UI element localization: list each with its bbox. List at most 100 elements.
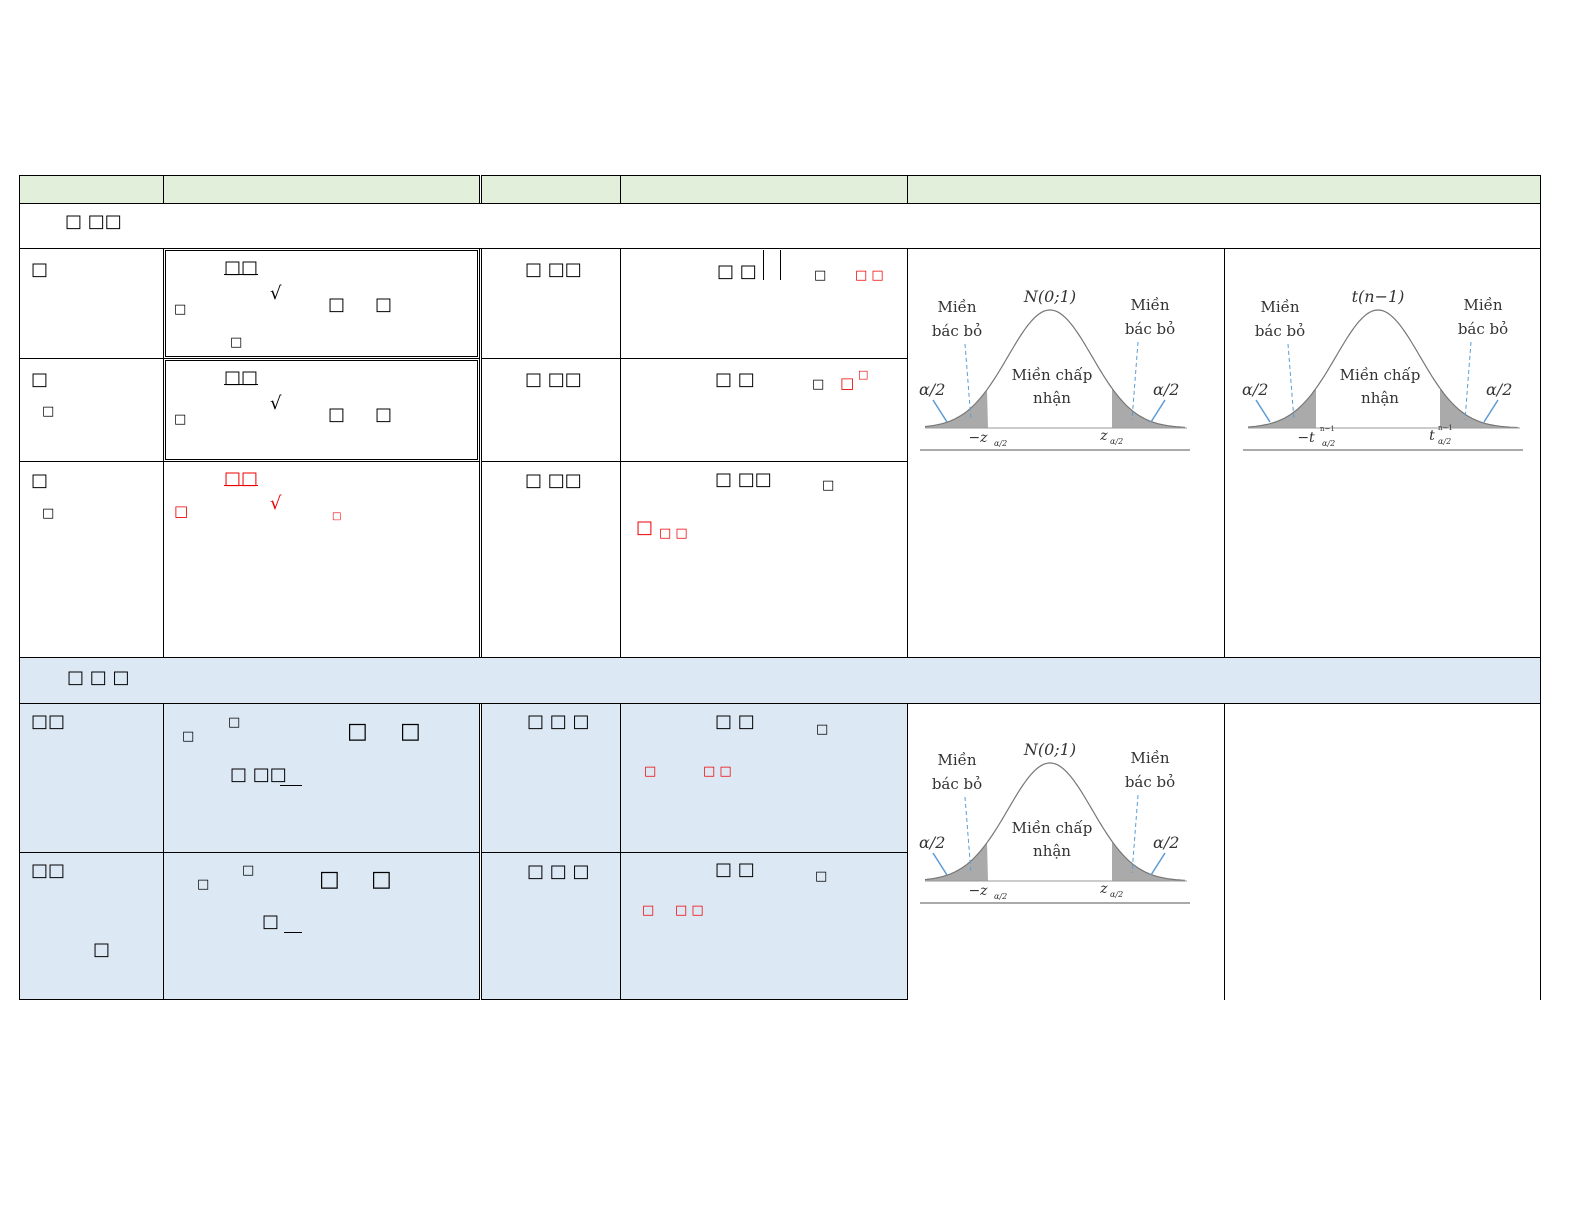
reject-label-right: bác bỏ (1125, 320, 1175, 338)
formula-symbol: □ (228, 715, 241, 730)
formula-fraction: □ (262, 911, 280, 932)
fraction-bar (284, 932, 302, 933)
row-4-col-1 (19, 703, 164, 853)
pointer-arrow (1150, 852, 1166, 876)
formula-symbol: □ (375, 404, 393, 425)
rejection-symbol: □ (812, 377, 825, 392)
pointer-arrow (1483, 399, 1499, 423)
reject-label-left: bác bỏ (932, 322, 982, 340)
abs-bar (763, 250, 764, 280)
row-5-col-1 (19, 852, 164, 1000)
formula-symbol: □ (174, 412, 187, 427)
rejection-symbol: □ (822, 478, 835, 493)
distribution-label: N(0;1) (1023, 287, 1076, 306)
row-1-col-4 (620, 248, 908, 359)
row-2-sublabel: □ (42, 404, 55, 419)
row-5-label: □□ (31, 860, 66, 881)
pointer-arrow (964, 796, 972, 874)
rejection-region: □ □□ (715, 469, 772, 490)
row-1-label: □ (31, 259, 49, 280)
row-5-col-4 (620, 852, 908, 1000)
reject-label-left: bác bỏ (1255, 322, 1305, 340)
density-curve (924, 762, 1186, 881)
reject-label-right: Miền (1130, 749, 1169, 767)
divider (1224, 703, 1225, 1000)
right-tail-area (1440, 388, 1518, 428)
density-curve (1247, 309, 1518, 429)
hypothesis: □ □□ (525, 369, 582, 390)
row-3-col-4 (620, 461, 908, 658)
formula-numerator: □□ (224, 367, 259, 388)
critical-value: □ (642, 903, 655, 918)
critical-right: z (1099, 428, 1108, 444)
rejection-region: □ □ (715, 859, 755, 880)
alpha-left: α/2 (1242, 380, 1268, 399)
critical-value: □ (840, 374, 855, 392)
sqrt-symbol: √ (270, 393, 282, 414)
row-4-col-2 (163, 703, 480, 853)
rejection-symbol: □ (816, 722, 829, 737)
rejection-symbol: □ (814, 268, 827, 283)
accept-label: nhận (1033, 389, 1071, 407)
critical-value: □ □ (675, 903, 704, 918)
pointer-arrow (1287, 343, 1295, 421)
critical-left: −t (1297, 430, 1315, 446)
row-3-sublabel: □ (42, 506, 55, 521)
critical-left-sup: n−1 (1320, 425, 1335, 433)
row-2-col-2 (163, 358, 480, 462)
critical-left-sub: α/2 (994, 439, 1007, 448)
critical-left-sub: α/2 (994, 892, 1007, 901)
accept-label: Miền chấp (1012, 819, 1093, 837)
pointer-arrow (1150, 399, 1166, 423)
reject-label-right: Miền (1463, 296, 1502, 314)
density-curve (924, 309, 1186, 428)
t-distribution-diagram: t(n−1) Miền bác bỏ Miền bác bỏ Miền chấp nhận α… (1242, 287, 1523, 451)
divider (1540, 703, 1541, 1000)
rejection-region: □ □ (717, 261, 757, 282)
pointer-arrow (1131, 341, 1139, 421)
normal-distribution-diagram: N(0;1) Miền bác bỏ Miền bác bỏ Miền chấp nhận α… (919, 287, 1190, 451)
alpha-right: α/2 (1486, 380, 1512, 399)
abs-bar (780, 250, 781, 280)
formula-symbol: □ (182, 729, 195, 744)
reject-label-left: bác bỏ (932, 775, 982, 793)
header-cell (481, 175, 621, 204)
section-2-title: □ □ □ (67, 667, 130, 688)
accept-label: nhận (1033, 842, 1071, 860)
sqrt-symbol: √ (270, 283, 282, 304)
row-5-col-3 (481, 852, 621, 1000)
critical-right-sub: α/2 (1438, 437, 1451, 446)
reject-label-right: bác bỏ (1458, 320, 1508, 338)
row-2-label: □ (31, 369, 49, 390)
alpha-left: α/2 (919, 380, 945, 399)
formula-symbol: □ (371, 867, 392, 892)
normal-distribution-diagram-2: N(0;1) Miền bác bỏ Miền bác bỏ Miền chấp nhận α… (919, 740, 1190, 904)
accept-label: Miền chấp (1340, 366, 1421, 384)
formula-symbol: □ (197, 877, 210, 892)
reject-label-right: bác bỏ (1125, 773, 1175, 791)
header-cell (163, 175, 480, 204)
critical-left-sub: α/2 (1322, 439, 1335, 448)
critical-value: □ □ (703, 764, 732, 779)
reject-label-left: Miền (937, 751, 976, 769)
formula-numerator: □□ (224, 257, 259, 278)
sqrt-symbol: √ (270, 493, 282, 514)
header-cell (620, 175, 908, 204)
formula-symbol: □ (319, 867, 340, 892)
row-3-label: □ (31, 470, 49, 491)
pointer-arrow (964, 343, 972, 421)
section-1-row: □ □□ (19, 203, 1541, 249)
critical-value: □ □ (855, 268, 884, 283)
critical-right-sub: α/2 (1110, 890, 1123, 899)
row-5-col-2 (163, 852, 480, 1000)
reject-label-left: Miền (1260, 298, 1299, 316)
formula-symbol: □ (174, 302, 187, 317)
alpha-left: α/2 (919, 833, 945, 852)
formula-symbol: □ (328, 294, 346, 315)
pointer-arrow (932, 399, 948, 423)
critical-value: □ (644, 764, 657, 779)
accept-label: Miền chấp (1012, 366, 1093, 384)
critical-left: −z (968, 430, 988, 446)
critical-right-sup: n−1 (1438, 424, 1453, 432)
